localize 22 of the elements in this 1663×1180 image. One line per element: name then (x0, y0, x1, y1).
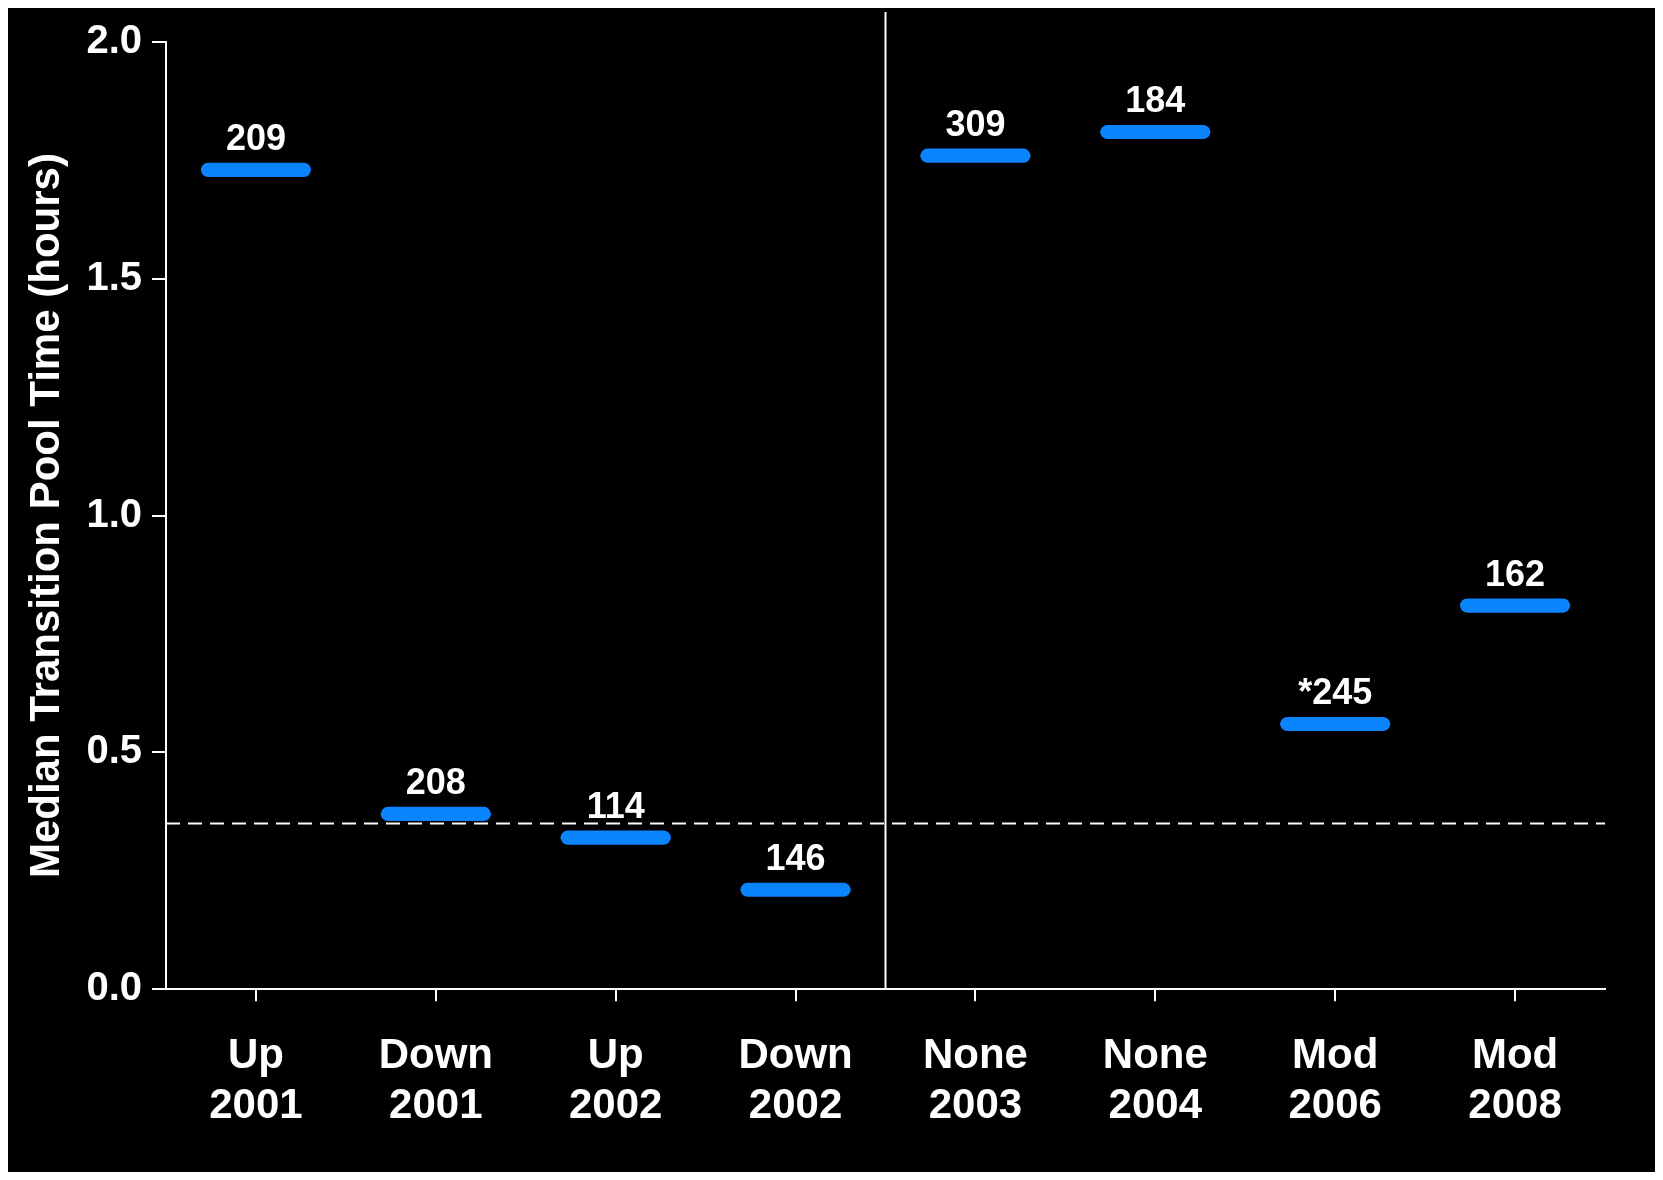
y-tick-label: 1.0 (86, 490, 143, 535)
annotation: 114 (586, 784, 645, 826)
y-tick-label: 2.0 (86, 17, 143, 62)
x-tick-label: Down 2002 (738, 1029, 853, 1128)
y-axis-title: Median Transition Pool Time (hours) (20, 153, 68, 879)
x-tick-label: Mod 2008 (1468, 1029, 1562, 1128)
x-tick-label: Up 2001 (209, 1029, 303, 1128)
x-tick-label: Down 2001 (378, 1029, 493, 1128)
annotation: 184 (1125, 78, 1186, 120)
x-tick-label: Up 2002 (568, 1029, 663, 1128)
annotation: 209 (225, 116, 286, 158)
annotation: 162 (1485, 552, 1546, 594)
annotation: 146 (765, 836, 826, 878)
annotation: 208 (405, 760, 466, 802)
annotation: *245 (1298, 670, 1373, 712)
y-tick-label: 0.0 (86, 964, 143, 1009)
x-tick-label: None 2004 (1102, 1029, 1208, 1128)
annotation: 309 (945, 102, 1006, 144)
y-tick-label: 1.5 (86, 253, 143, 298)
y-tick-label: 0.5 (86, 727, 143, 772)
x-tick-label: None 2003 (922, 1029, 1028, 1128)
x-tick-label: Mod 2006 (1288, 1029, 1382, 1128)
